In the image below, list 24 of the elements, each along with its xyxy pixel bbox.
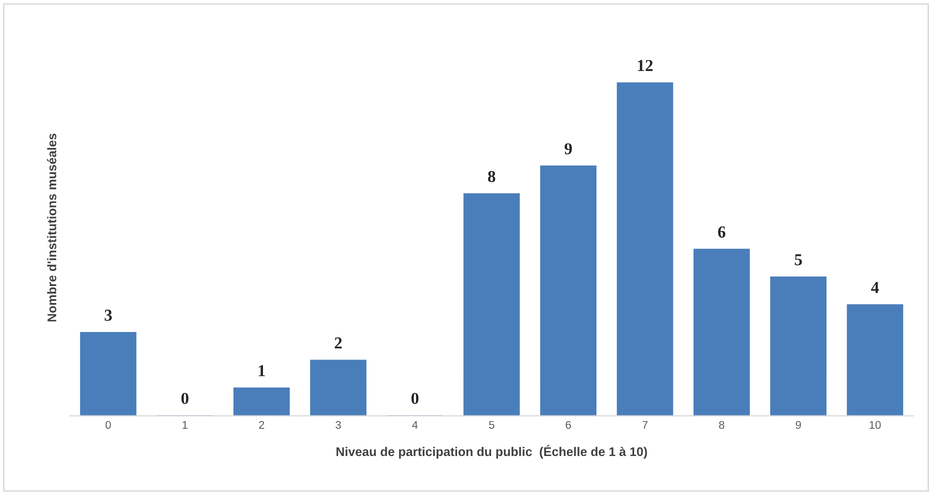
data-label: 6 [718, 226, 726, 238]
data-label: 4 [871, 282, 879, 293]
data-label: 1 [258, 365, 265, 376]
data-label: 5 [794, 254, 802, 266]
x-tick-label: 5 [488, 421, 494, 429]
x-tick-label: 0 [106, 420, 111, 429]
data-label: 0 [181, 392, 188, 404]
x-tick-label: 10 [870, 420, 881, 429]
x-tick-label: 9 [796, 420, 801, 429]
x-axis-title: Niveau de participation du public (Échelle de 1 à 10) [336, 444, 647, 459]
x-tick-label: 3 [336, 420, 341, 429]
data-label: 8 [488, 170, 496, 182]
x-tick-label: 4 [412, 421, 418, 429]
x-tick-label: 1 [182, 421, 188, 429]
data-label: 12 [638, 60, 653, 71]
x-tick-label: 8 [719, 420, 724, 429]
y-axis-title: Nombre d'institutions muséales [47, 134, 56, 322]
data-label: 2 [334, 337, 342, 348]
data-label: 0 [411, 392, 418, 404]
x-tick-label: 2 [259, 420, 264, 429]
data-label: 9 [564, 143, 572, 154]
x-tick-label: 6 [566, 420, 571, 429]
data-label: 3 [104, 310, 112, 321]
x-tick-label: 7 [642, 421, 648, 429]
